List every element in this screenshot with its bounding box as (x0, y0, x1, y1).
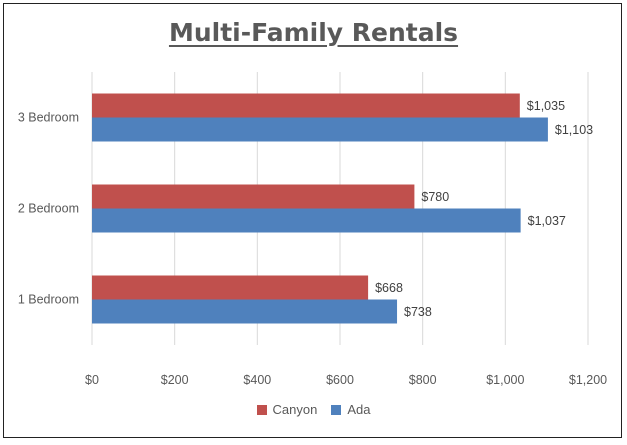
x-tick-label: $0 (85, 373, 99, 387)
bars (92, 93, 548, 324)
x-tick-label: $1,000 (486, 373, 524, 387)
data-label-canyon: $668 (375, 281, 403, 295)
legend-label-canyon: Canyon (272, 402, 318, 417)
x-tick-label: $400 (243, 373, 271, 387)
x-axis-labels: $0 $200 $400 $600 $800 $1,000 $1,200 (85, 373, 607, 387)
x-tick-label: $200 (161, 373, 189, 387)
data-labels: $668$738 $780 $1,037 $1,035 $1,103 (375, 99, 593, 319)
legend-label-ada: Ada (347, 402, 371, 417)
data-label-ada: $738 (404, 305, 432, 319)
y-axis-labels: 1 Bedroom 2 Bedroom 3 Bedroom (18, 111, 79, 307)
bar-ada (92, 299, 398, 324)
y-tick-label: 3 Bedroom (18, 111, 79, 125)
x-tick-label: $600 (326, 373, 354, 387)
y-tick-label: 1 Bedroom (18, 293, 79, 307)
x-tick-label: $1,200 (569, 373, 607, 387)
data-label-canyon: $1,035 (527, 99, 565, 113)
bar-ada (92, 208, 521, 233)
y-tick-label: 2 Bedroom (18, 202, 79, 216)
legend-item-canyon: Canyon (256, 402, 318, 417)
bar-canyon (92, 275, 369, 300)
bar-ada (92, 117, 548, 142)
x-tick-label: $800 (409, 373, 437, 387)
legend-swatch-canyon (256, 404, 267, 415)
data-label-canyon: $780 (421, 190, 449, 204)
legend: Canyon Ada (0, 402, 627, 417)
legend-swatch-ada (331, 404, 342, 415)
data-label-ada: $1,103 (555, 123, 593, 137)
bar-canyon (92, 184, 415, 209)
legend-item-ada: Ada (331, 402, 370, 417)
bar-canyon (92, 93, 520, 118)
chart-title: Multi-Family Rentals (168, 18, 459, 47)
data-label-ada: $1,037 (528, 214, 566, 228)
